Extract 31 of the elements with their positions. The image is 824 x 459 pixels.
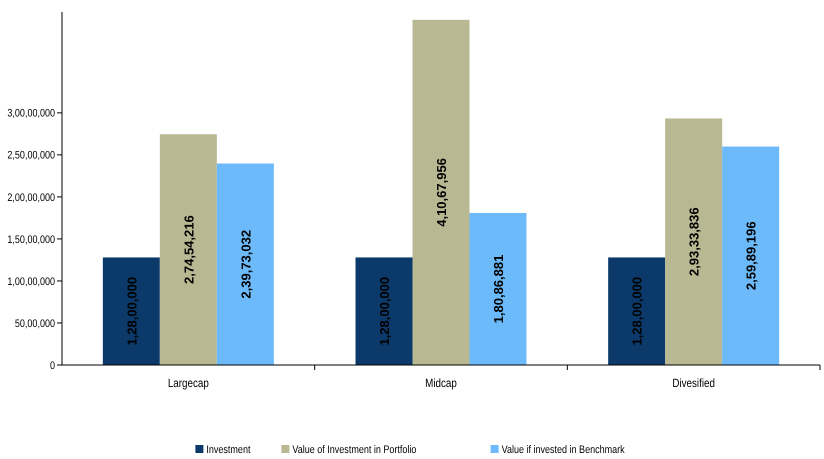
data-label: 1,80,86,881 [491,254,506,324]
data-label: 2,39,73,032 [238,230,254,299]
x-tick-label: Divesified [672,377,715,390]
bar [356,257,412,365]
data-label: 1,28,00,000 [630,276,645,346]
data-label: 2,74,54,216 [181,215,196,284]
data-label: 2,93,33,836 [686,207,702,276]
data-label: 4,10,67,956 [434,158,449,227]
bar [216,164,274,365]
bar [665,118,722,365]
x-tick-label: Midcap [425,377,457,390]
bar [160,134,217,365]
legend-label: Investment [206,444,251,456]
data-label: 2,59,89,196 [744,221,759,290]
y-tick-label: 50,00,000 [14,318,56,330]
data-label: 1,28,00,000 [377,276,392,346]
bar [722,146,780,365]
y-tick-label: 0 [50,360,56,372]
y-tick-label: 2,50,00,000 [7,150,56,162]
bar [470,212,526,365]
legend-label: Value if invested in Benchmark [502,444,626,456]
y-tick-label: 1,00,00,000 [7,276,56,288]
data-label: 1,28,00,000 [124,276,140,346]
y-tick-label: 2,00,00,000 [7,192,56,204]
y-tick-label: 3,00,00,000 [7,108,56,120]
bar [102,257,160,365]
bar [608,257,666,365]
y-tick-label: 1,50,00,000 [7,234,56,246]
legend-label: Value of Investment in Portfolio [292,444,417,456]
x-tick-label: Largecap [168,377,209,390]
bar [412,20,470,365]
